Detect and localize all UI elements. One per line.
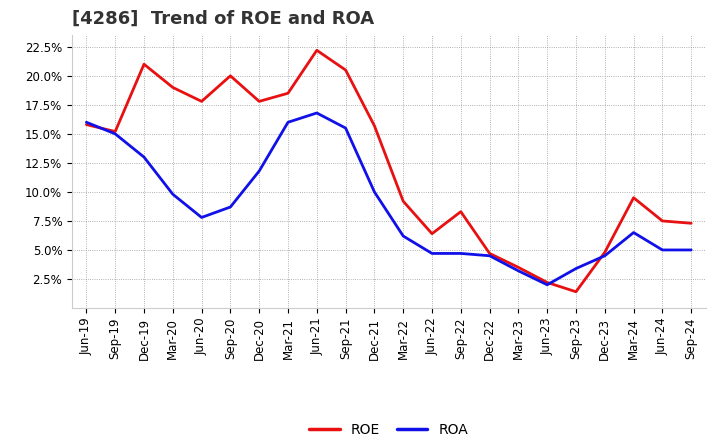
ROE: [82, 122, 91, 127]
ROE: [341, 67, 350, 73]
Text: [4286]  Trend of ROE and ROA: [4286] Trend of ROE and ROA: [72, 10, 374, 28]
ROA: [514, 268, 523, 274]
ROE: [658, 218, 667, 224]
ROE: [255, 99, 264, 104]
ROA: [687, 247, 696, 253]
ROA: [168, 191, 177, 197]
ROA: [312, 110, 321, 116]
ROE: [485, 251, 494, 256]
ROE: [140, 62, 148, 67]
ROA: [370, 189, 379, 194]
ROA: [572, 266, 580, 271]
ROA: [82, 120, 91, 125]
ROE: [572, 289, 580, 294]
ROE: [543, 280, 552, 285]
ROA: [197, 215, 206, 220]
ROE: [456, 209, 465, 214]
ROA: [399, 233, 408, 238]
ROE: [197, 99, 206, 104]
ROE: [111, 129, 120, 134]
Line: ROA: ROA: [86, 113, 691, 285]
ROA: [226, 204, 235, 209]
ROE: [370, 123, 379, 128]
ROA: [111, 131, 120, 136]
ROA: [284, 120, 292, 125]
ROE: [629, 195, 638, 200]
ROE: [226, 73, 235, 78]
ROA: [255, 169, 264, 174]
Legend: ROE, ROA: ROE, ROA: [304, 418, 474, 440]
ROE: [514, 265, 523, 270]
ROA: [428, 251, 436, 256]
ROE: [399, 198, 408, 204]
ROA: [341, 125, 350, 131]
ROA: [456, 251, 465, 256]
ROA: [485, 253, 494, 258]
ROE: [687, 220, 696, 226]
ROE: [284, 91, 292, 96]
ROA: [629, 230, 638, 235]
ROE: [312, 48, 321, 53]
ROE: [600, 249, 609, 255]
ROA: [600, 253, 609, 258]
ROA: [140, 154, 148, 160]
ROE: [428, 231, 436, 236]
ROA: [658, 247, 667, 253]
ROE: [168, 85, 177, 90]
Line: ROE: ROE: [86, 50, 691, 292]
ROA: [543, 282, 552, 287]
